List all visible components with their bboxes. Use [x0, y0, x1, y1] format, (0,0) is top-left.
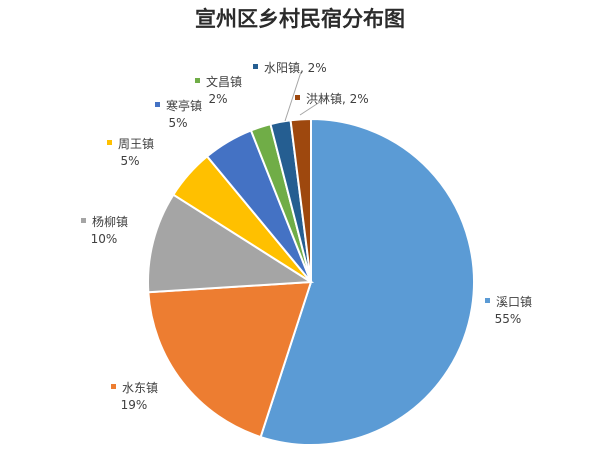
slice-2 [147, 280, 313, 439]
slice-1 [259, 117, 475, 446]
slice-value-6: 2% [208, 92, 227, 106]
slice-label-1: 溪口镇 [496, 295, 532, 309]
slice-value-4: 5% [120, 154, 139, 168]
label-swatch-3 [81, 218, 86, 223]
slice-value-2: 19% [121, 398, 148, 412]
pie-slices [147, 117, 475, 446]
slice-value-1: 55% [495, 312, 522, 326]
slice-3 [147, 193, 315, 294]
label-swatch-6 [195, 78, 200, 83]
slice-labels: 溪口镇 55% 水东镇 19% 杨柳镇 10% 周王镇 5% 寒亭镇 5% 文昌镇 2% 水阳镇, 2%… [81, 61, 532, 412]
label-swatch-1 [485, 298, 490, 303]
slice-label-3: 杨柳镇 [92, 214, 128, 229]
slice-value-5: 5% [168, 116, 187, 130]
label-swatch-5 [155, 102, 160, 107]
label-swatch-8 [295, 95, 300, 100]
leader-line-7 [284, 71, 302, 122]
slice-label-2: 水东镇 [122, 381, 158, 395]
label-swatch-2 [111, 384, 116, 389]
slice-8 [289, 117, 312, 283]
slice-label-8: 洪林镇, 2% [306, 92, 369, 106]
slice-label-7: 水阳镇, 2% [264, 61, 327, 75]
leader-line-8 [299, 97, 327, 116]
slice-label-6: 文昌镇 [206, 74, 242, 89]
slice-value-3: 10% [91, 232, 118, 246]
slice-label-4: 周王镇 [118, 137, 154, 151]
chart-title: 宣州区乡村民宿分布图 [195, 7, 405, 31]
slice-label-5: 寒亭镇 [166, 98, 202, 113]
label-swatch-7 [253, 64, 258, 69]
label-swatch-4 [107, 140, 112, 145]
